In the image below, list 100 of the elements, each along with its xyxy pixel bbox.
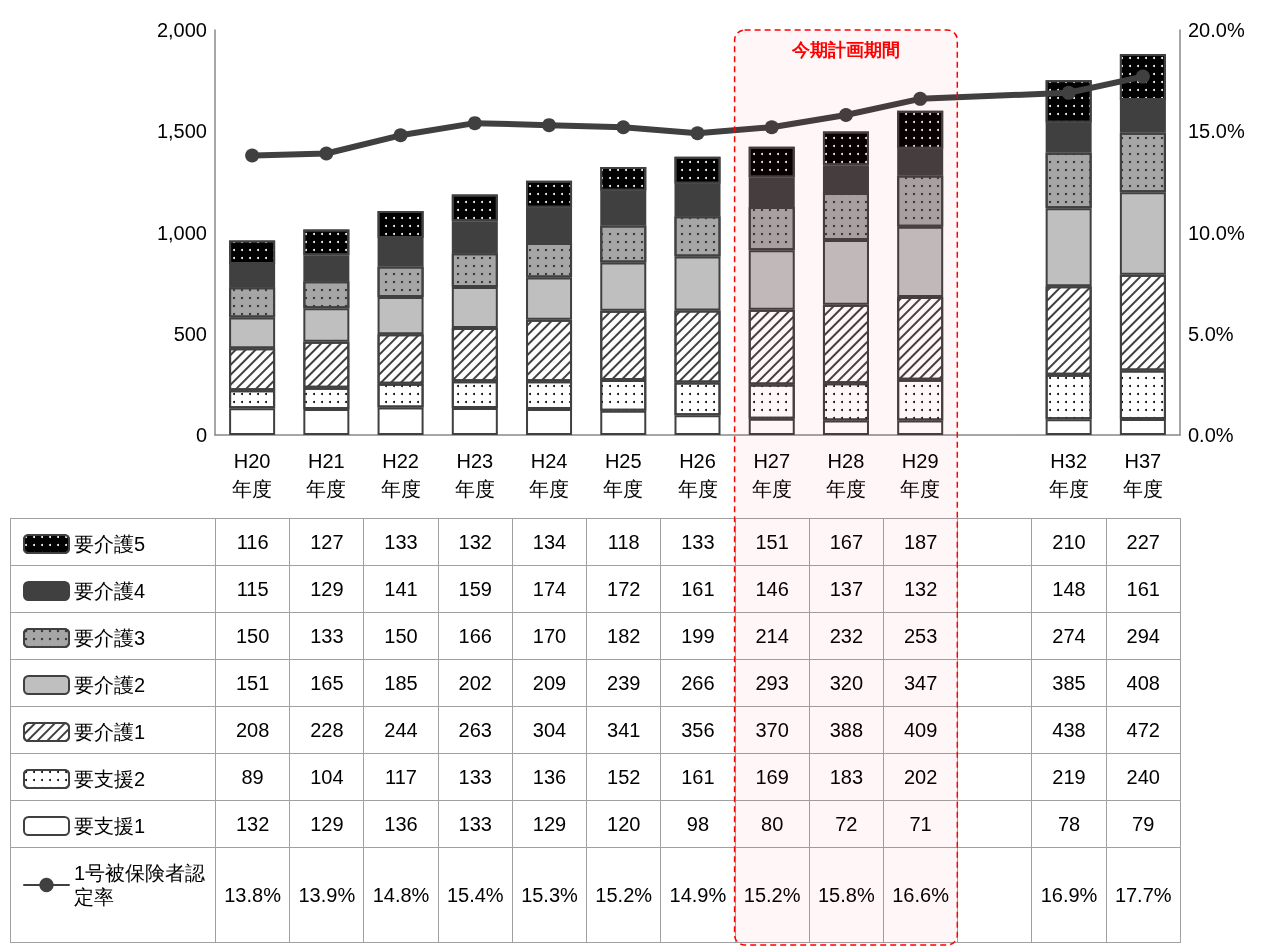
data-label: 134 xyxy=(512,518,587,566)
x-tick-label: H20 年度 xyxy=(232,450,273,500)
data-label: 385 xyxy=(1031,659,1107,707)
data-label: 136 xyxy=(512,753,587,801)
data-label: 116 xyxy=(215,518,290,566)
data-label: 274 xyxy=(1031,612,1107,660)
data-label: 148 xyxy=(1031,565,1107,613)
data-label: 166 xyxy=(438,612,513,660)
data-label: 14.9% xyxy=(660,847,736,943)
point xyxy=(838,108,853,123)
legend-label: 要介護1 xyxy=(74,721,146,743)
y-tick-label: 500 xyxy=(173,322,207,345)
data-label: 15.4% xyxy=(438,847,513,943)
data-label: 129 xyxy=(512,800,587,848)
data-label: 370 xyxy=(735,706,810,754)
data-label: 210 xyxy=(1031,518,1107,566)
data-label: 133 xyxy=(660,518,736,566)
data-label: 209 xyxy=(512,659,587,707)
data-label: 187 xyxy=(883,518,958,566)
legend-label: 1号被保険者認定率 xyxy=(74,862,206,908)
data-label: 293 xyxy=(735,659,810,707)
data-label: 80 xyxy=(735,800,810,848)
data-label: 167 xyxy=(809,518,884,566)
data-label: 141 xyxy=(363,565,439,613)
data-label: 146 xyxy=(735,565,810,613)
data-label: 136 xyxy=(363,800,439,848)
data-label: 132 xyxy=(883,565,958,613)
x-tick-label: H21 年度 xyxy=(306,450,347,500)
data-label: 202 xyxy=(883,753,958,801)
data-label: 304 xyxy=(512,706,587,754)
y2-tick-label: 20.0% xyxy=(1188,19,1245,41)
point xyxy=(913,91,928,106)
legend-label: 要介護4 xyxy=(74,580,146,602)
data-label: 347 xyxy=(883,659,958,707)
x-tick-label: H26 年度 xyxy=(677,450,718,500)
data-label: 183 xyxy=(809,753,884,801)
legend-label: 要介護2 xyxy=(74,674,146,696)
legend-label: 要介護3 xyxy=(74,627,146,649)
x-tick-label: H32 年度 xyxy=(1048,450,1089,500)
data-label: 263 xyxy=(438,706,513,754)
data-label: 89 xyxy=(215,753,290,801)
data-label: 356 xyxy=(660,706,736,754)
data-label: 133 xyxy=(438,800,513,848)
data-label: 170 xyxy=(512,612,587,660)
data-label: 244 xyxy=(363,706,439,754)
point xyxy=(319,146,334,161)
data-label: 98 xyxy=(660,800,736,848)
data-label: 133 xyxy=(363,518,439,566)
data-label: 15.2% xyxy=(586,847,661,943)
point xyxy=(467,116,482,131)
data-label: 294 xyxy=(1106,612,1181,660)
point xyxy=(690,126,705,141)
data-label: 151 xyxy=(735,518,810,566)
data-label: 227 xyxy=(1106,518,1181,566)
data-label: 120 xyxy=(586,800,661,848)
y-tick-label: 1,500 xyxy=(156,120,207,143)
data-label: 150 xyxy=(363,612,439,660)
data-label: 117 xyxy=(363,753,439,801)
point xyxy=(245,148,260,163)
legend-label: 要介護5 xyxy=(74,533,146,555)
point xyxy=(1061,85,1076,100)
data-label: 16.6% xyxy=(883,847,958,943)
data-label: 129 xyxy=(289,565,364,613)
data-label: 240 xyxy=(1106,753,1181,801)
x-tick-label: H24 年度 xyxy=(529,450,570,500)
data-label: 172 xyxy=(586,565,661,613)
point xyxy=(393,128,408,143)
data-label: 79 xyxy=(1106,800,1181,848)
data-label: 232 xyxy=(809,612,884,660)
data-label: 16.9% xyxy=(1031,847,1107,943)
data-label: 151 xyxy=(215,659,290,707)
data-label: 71 xyxy=(883,800,958,848)
data-label: 438 xyxy=(1031,706,1107,754)
data-label: 15.3% xyxy=(512,847,587,943)
data-label: 202 xyxy=(438,659,513,707)
data-label: 118 xyxy=(586,518,661,566)
data-label: 133 xyxy=(438,753,513,801)
data-label: 174 xyxy=(512,565,587,613)
x-tick-label: H22 年度 xyxy=(380,450,421,500)
y-tick-label: 0 xyxy=(195,424,207,446)
data-label: 214 xyxy=(735,612,810,660)
data-label: 17.7% xyxy=(1106,847,1181,943)
data-label: 137 xyxy=(809,565,884,613)
data-label: 228 xyxy=(289,706,364,754)
data-label: 104 xyxy=(289,753,364,801)
data-label: 132 xyxy=(215,800,290,848)
data-label: 161 xyxy=(660,565,736,613)
x-tick-label: H37 年度 xyxy=(1122,450,1163,500)
data-label: 15.8% xyxy=(809,847,884,943)
data-label: 199 xyxy=(660,612,736,660)
data-label: 132 xyxy=(438,518,513,566)
y2-tick-label: 0.0% xyxy=(1188,424,1234,446)
data-label: 13.8% xyxy=(215,847,290,943)
data-label: 150 xyxy=(215,612,290,660)
data-label: 409 xyxy=(883,706,958,754)
data-label: 239 xyxy=(586,659,661,707)
x-tick-label: H25 年度 xyxy=(603,450,644,500)
data-label: 253 xyxy=(883,612,958,660)
legend-label: 要支援2 xyxy=(74,768,146,790)
data-label: 152 xyxy=(586,753,661,801)
